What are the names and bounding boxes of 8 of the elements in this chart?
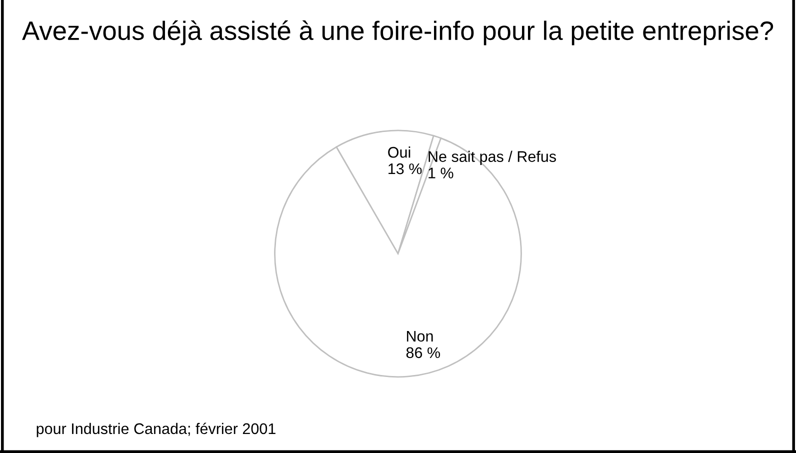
slice-label: Oui: [388, 146, 410, 158]
data-label: 86 %: [406, 347, 440, 358]
slice-label: Ne sait pas / Refus: [428, 150, 556, 165]
slice-label: Non: [406, 330, 433, 342]
chart-title: Avez-vous déjà assisté à une foire-info pour la petite entreprise?: [22, 20, 774, 46]
data-label: 1 %: [428, 168, 454, 178]
text: pour Industrie Canada; février 2001: [36, 422, 276, 438]
data-label: 13 %: [388, 163, 422, 174]
